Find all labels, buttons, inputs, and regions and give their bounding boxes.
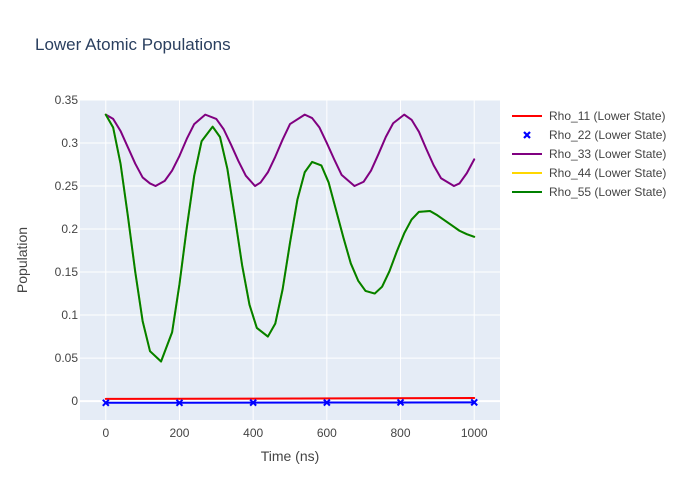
series-line-4: [104, 113, 476, 363]
legend-label: Rho_55 (Lower State): [549, 185, 666, 199]
gridlines: [80, 99, 500, 420]
x-tick-label: 200: [169, 426, 189, 440]
x-tick-label: 0: [102, 426, 109, 440]
y-tick-label: 0.15: [55, 265, 79, 279]
marker-stroke: [175, 399, 184, 407]
legend-label: Rho_44 (Lower State): [549, 166, 666, 180]
series-layer: [102, 113, 478, 407]
legend-item: Rho_44 (Lower State): [512, 166, 666, 180]
marker-stroke: [396, 398, 405, 407]
series-marker-1: [470, 398, 478, 407]
marker-stroke: [249, 398, 257, 407]
y-tick-label: 0.35: [55, 93, 79, 107]
x-tick-label: 800: [391, 426, 411, 440]
marker-stroke: [470, 398, 478, 407]
series-marker-1: [323, 398, 331, 407]
series-marker-1: [102, 399, 110, 407]
y-tick-label: 0.25: [55, 179, 79, 193]
y-tick-label: 0.3: [61, 136, 78, 150]
y-axis-label: Population: [14, 227, 30, 293]
chart-title: Lower Atomic Populations: [35, 35, 231, 54]
legend-swatch-marker: [523, 131, 531, 139]
x-axis-label: Time (ns): [261, 448, 320, 464]
legend-label: Rho_11 (Lower State): [549, 109, 666, 123]
legend-item: Rho_55 (Lower State): [512, 185, 666, 199]
legend-item: Rho_22 (Lower State): [523, 128, 666, 142]
series-marker-1: [175, 399, 184, 407]
y-tick-label: 0.05: [55, 351, 79, 365]
y-axis-ticks: 0 0.05 0.1 0.15 0.2 0.25 0.3 0.35: [55, 93, 79, 408]
series-line-0: [104, 397, 476, 400]
legend-item: Rho_11 (Lower State): [512, 109, 666, 123]
series-line-2: [104, 113, 476, 188]
x-tick-label: 1000: [461, 426, 488, 440]
legend: Rho_11 (Lower State) Rho_22 (Lower State)…: [512, 109, 666, 199]
legend-label: Rho_22 (Lower State): [549, 128, 666, 142]
y-tick-label: 0.1: [61, 308, 78, 322]
y-tick-label: 0: [71, 394, 78, 408]
x-axis-ticks: 0 200 400 600 800 1000: [102, 426, 487, 440]
y-tick-label: 0.2: [61, 222, 78, 236]
series-marker-1: [249, 398, 257, 407]
x-tick-label: 400: [243, 426, 263, 440]
x-tick-label: 600: [317, 426, 337, 440]
marker-stroke: [102, 399, 110, 407]
series-marker-1: [396, 398, 405, 407]
marker-stroke: [323, 398, 331, 407]
legend-item: Rho_33 (Lower State): [512, 147, 666, 161]
legend-label: Rho_33 (Lower State): [549, 147, 666, 161]
plot-area: [80, 100, 500, 420]
